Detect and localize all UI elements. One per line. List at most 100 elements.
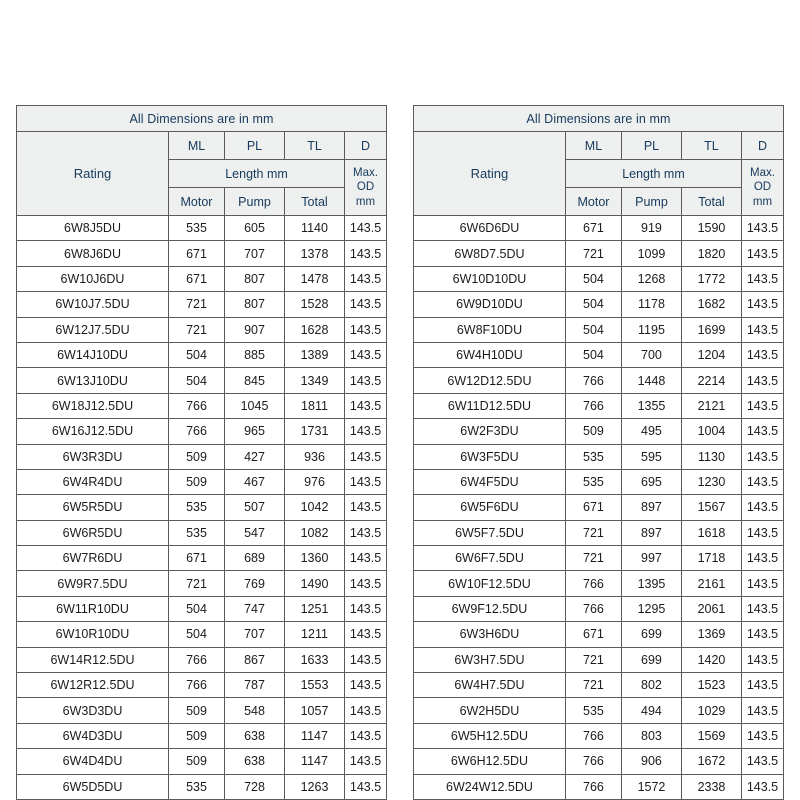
column-header-total: Total [680,187,742,216]
cell-rating: 6W3D3DU [16,697,169,724]
cell-total: 2061 [680,595,742,623]
cell-total: 1029 [680,697,742,724]
cell-motor: 721 [168,291,225,318]
cell-total: 1369 [680,621,742,648]
table-row: 6W10J6DU 671 807 1478 143.5 [16,265,388,293]
table-row: 6W2F3DU 509 495 1004 143.5 [412,418,785,445]
cell-motor: 671 [168,265,225,293]
cell-motor: 535 [168,519,225,547]
column-header-rating: Rating [412,131,566,216]
cell-pump: 1395 [620,570,682,597]
table-row: 6W9F12.5DU 766 1295 2061 143.5 [412,595,785,623]
cell-pump: 547 [224,519,285,547]
max-od-line-3: mm [355,195,376,208]
cell-motor: 671 [564,621,622,648]
cell-rating: 6W8J5DU [16,214,169,242]
table-row: 6W16J12.5DU 766 965 1731 143.5 [16,418,388,445]
header-row-subcolumns: Motor Pump Total [413,187,783,216]
header-row-group: Length mm Max. OD mm [17,159,388,216]
cell-total: 1004 [680,418,742,445]
cell-max-od: 143.5 [740,570,785,597]
cell-motor: 504 [168,621,225,648]
column-header-pump: Pump [620,187,682,216]
cell-pump: 728 [224,773,285,800]
cell-total: 2121 [680,392,742,420]
column-header-tl: TL [284,131,345,160]
max-od-line-2: OD [356,181,375,194]
cell-total: 1567 [680,494,742,521]
cell-rating: 6W13J10DU [16,367,169,394]
cell-total: 1523 [680,672,742,699]
cell-pump: 807 [224,265,285,293]
cell-max-od: 143.5 [343,621,388,648]
cell-total: 1618 [680,519,742,547]
cell-pump: 803 [620,722,682,750]
cell-max-od: 143.5 [740,646,785,674]
max-od-line-3: mm [752,195,773,208]
cell-rating: 6W14J10DU [16,341,169,369]
cell-pump: 907 [224,316,285,343]
cell-total: 1811 [284,392,345,420]
cell-rating: 6W8D7.5DU [412,240,566,267]
table-row: 6W6H12.5DU 766 906 1672 143.5 [412,748,785,775]
cell-rating: 6W6R5DU [16,519,169,547]
cell-total: 1378 [284,240,345,267]
cell-rating: 6W6H12.5DU [412,748,566,775]
table-row: 6W12D12.5DU 766 1448 2214 143.5 [412,367,785,394]
cell-max-od: 143.5 [740,468,785,496]
cell-rating: 6W5F7.5DU [412,519,566,547]
cell-max-od: 143.5 [343,646,388,674]
cell-motor: 766 [564,392,622,420]
cell-total: 1389 [284,341,345,369]
cell-rating: 6W4D4DU [16,748,169,775]
cell-total: 1360 [284,545,345,572]
cell-motor: 766 [168,392,225,420]
cell-total: 1672 [680,748,742,775]
cell-max-od: 143.5 [343,265,388,293]
cell-motor: 766 [564,722,622,750]
cell-motor: 535 [168,773,225,800]
cell-total: 1569 [680,722,742,750]
header-row-codes: Rating ML PL TL D [412,131,785,216]
table-row: 6W6D6DU 671 919 1590 143.5 [412,214,785,242]
cell-rating: 6W4F5DU [412,468,566,496]
table-row: 6W9R7.5DU 721 769 1490 143.5 [16,570,388,597]
cell-max-od: 143.5 [343,341,388,369]
cell-rating: 6W4H10DU [412,341,566,369]
cell-rating: 6W3F5DU [412,443,566,470]
cell-pump: 769 [224,570,285,597]
cell-max-od: 143.5 [740,240,785,267]
table-row: 6W8J5DU 535 605 1140 143.5 [16,214,388,242]
column-header-d: D [740,131,785,160]
cell-max-od: 143.5 [740,214,785,242]
cell-pump: 700 [620,341,682,369]
cell-total: 1478 [284,265,345,293]
cell-motor: 509 [168,748,225,775]
cell-total: 1204 [680,341,742,369]
table-row: 6W2H5DU 535 494 1029 143.5 [412,697,785,724]
cell-pump: 699 [620,646,682,674]
cell-motor: 535 [564,443,622,470]
cell-rating: 6W10J6DU [16,265,169,293]
cell-rating: 6W9F12.5DU [412,595,566,623]
cell-pump: 427 [224,443,285,470]
cell-pump: 997 [620,545,682,572]
cell-max-od: 143.5 [740,265,785,293]
cell-pump: 747 [224,595,285,623]
cell-total: 1130 [680,443,742,470]
cell-motor: 671 [168,240,225,267]
cell-total: 1042 [284,494,345,521]
cell-rating: 6W6D6DU [412,214,566,242]
cell-max-od: 143.5 [343,722,388,750]
cell-pump: 1099 [620,240,682,267]
cell-max-od: 143.5 [740,341,785,369]
cell-pump: 495 [620,418,682,445]
table-title: All Dimensions are in mm [15,105,388,132]
header-row-codes: Rating ML PL TL D [16,131,388,216]
cell-pump: 965 [224,418,285,445]
cell-motor: 535 [168,494,225,521]
cell-motor: 721 [564,646,622,674]
max-od-line-1: Max. [750,166,775,179]
cell-motor: 504 [168,367,225,394]
cell-rating: 6W10R10DU [16,621,169,648]
